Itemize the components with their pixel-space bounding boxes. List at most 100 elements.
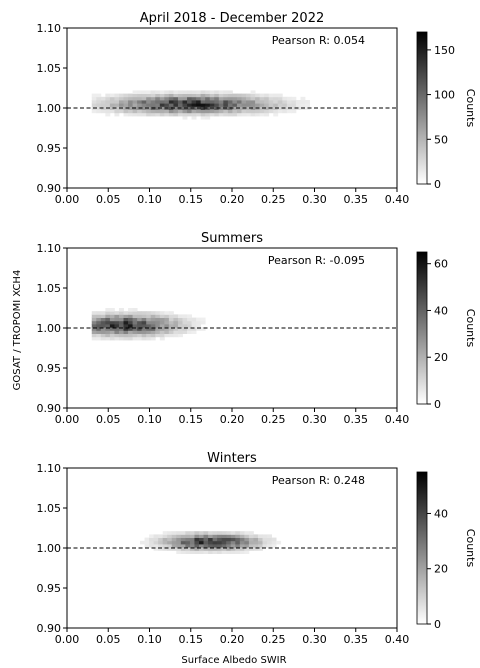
heatmap-cell bbox=[178, 321, 183, 325]
heatmap-cell bbox=[190, 544, 195, 548]
heatmap-cell bbox=[124, 97, 129, 101]
heatmap-cell bbox=[96, 324, 101, 328]
heatmap-cell bbox=[219, 97, 224, 101]
heatmap-cell bbox=[124, 113, 129, 117]
heatmap-cell bbox=[178, 110, 183, 114]
heatmap-cell bbox=[214, 113, 219, 117]
heatmap-cell bbox=[305, 100, 310, 104]
heatmap-cell bbox=[119, 94, 124, 98]
heatmap-cell bbox=[173, 113, 178, 117]
heatmap-cell bbox=[246, 103, 251, 107]
heatmap-cell bbox=[110, 324, 115, 328]
heatmap-cell bbox=[92, 324, 97, 328]
heatmap-cell bbox=[137, 110, 142, 114]
heatmap-cell bbox=[214, 94, 219, 98]
colorbar-tick-label: 0 bbox=[434, 398, 441, 411]
heatmap-cell bbox=[128, 311, 133, 315]
heatmap-cell bbox=[253, 541, 258, 545]
heatmap-cell bbox=[124, 318, 129, 322]
heatmap-cell bbox=[241, 97, 246, 101]
heatmap-cell bbox=[142, 110, 147, 114]
heatmap-cell bbox=[163, 534, 168, 538]
pearson-annotation: Pearson R: 0.054 bbox=[272, 34, 365, 47]
heatmap-cell bbox=[219, 100, 224, 104]
heatmap-cell bbox=[101, 311, 106, 315]
heatmap-cell bbox=[101, 97, 106, 101]
heatmap-cell bbox=[194, 538, 199, 542]
heatmap-cell bbox=[133, 314, 138, 318]
heatmap-cell bbox=[110, 94, 115, 98]
heatmap-cell bbox=[267, 544, 272, 548]
heatmap-cell bbox=[146, 100, 151, 104]
heatmap-cell bbox=[183, 97, 188, 101]
heatmap-cell bbox=[155, 324, 160, 328]
panel-1: 0.00 0.05 0.10 0.15 0.20 0.25 0.30 0.35 0.40 0.90… bbox=[37, 11, 478, 206]
heatmap-cell bbox=[140, 541, 145, 545]
heatmap-cell bbox=[219, 103, 224, 107]
heatmap-cell bbox=[190, 531, 195, 535]
heatmap-cell bbox=[169, 90, 174, 94]
heatmap-cell bbox=[114, 314, 119, 318]
heatmap-cells bbox=[92, 308, 206, 340]
colorbar-tick-label: 40 bbox=[434, 304, 448, 317]
heatmap-cell bbox=[228, 113, 233, 117]
heatmap-cell bbox=[164, 90, 169, 94]
heatmap-cell bbox=[133, 90, 138, 94]
heatmap-cell bbox=[110, 318, 115, 322]
heatmap-cell bbox=[169, 103, 174, 107]
heatmap-cell bbox=[235, 541, 240, 545]
heatmap-cell bbox=[246, 110, 251, 114]
heatmap-cell bbox=[196, 94, 201, 98]
y-tick-label: 0.90 bbox=[37, 622, 62, 635]
heatmap-cell bbox=[155, 318, 160, 322]
heatmap-cell bbox=[178, 318, 183, 322]
heatmap-cell bbox=[149, 541, 154, 545]
heatmap-cell bbox=[201, 116, 206, 120]
heatmap-cell bbox=[172, 531, 177, 535]
heatmap-cell bbox=[96, 110, 101, 114]
heatmap-cell bbox=[210, 90, 215, 94]
heatmap-cell bbox=[240, 541, 245, 545]
heatmap-cell bbox=[160, 113, 165, 117]
heatmap-cell bbox=[210, 97, 215, 101]
heatmap-cell bbox=[114, 100, 119, 104]
pearson-annotation: Pearson R: 0.248 bbox=[272, 474, 365, 487]
heatmap-cell bbox=[273, 113, 278, 117]
heatmap-cell bbox=[251, 103, 256, 107]
heatmap-cell bbox=[160, 324, 165, 328]
heatmap-cell bbox=[142, 311, 147, 315]
heatmap-cell bbox=[187, 321, 192, 325]
heatmap-cell bbox=[194, 531, 199, 535]
heatmap-cell bbox=[110, 321, 115, 325]
heatmap-cell bbox=[146, 334, 151, 338]
heatmap-cell bbox=[101, 324, 106, 328]
x-tick-label: 0.35 bbox=[344, 193, 369, 206]
heatmap-cell bbox=[110, 100, 115, 104]
heatmap-cell bbox=[278, 103, 283, 107]
heatmap-cell bbox=[142, 97, 147, 101]
heatmap-cell bbox=[105, 110, 110, 114]
heatmap-cell bbox=[219, 90, 224, 94]
heatmap-cell bbox=[199, 541, 204, 545]
heatmap-cell bbox=[119, 330, 124, 334]
heatmap-cell bbox=[92, 103, 97, 107]
heatmap-cell bbox=[187, 330, 192, 334]
heatmap-cell bbox=[164, 100, 169, 104]
heatmap-cell bbox=[92, 330, 97, 334]
heatmap-cell bbox=[96, 100, 101, 104]
heatmap-cell bbox=[110, 110, 115, 114]
heatmap-cell bbox=[213, 544, 218, 548]
heatmap-cell bbox=[149, 544, 154, 548]
colorbar-tick-label: 20 bbox=[434, 563, 448, 576]
heatmap-cell bbox=[253, 538, 258, 542]
heatmap-cell bbox=[183, 314, 188, 318]
x-tick-label: 0.40 bbox=[385, 193, 410, 206]
heatmap-cell bbox=[160, 334, 165, 338]
heatmap-cell bbox=[185, 534, 190, 538]
panel-2: 0.00 0.05 0.10 0.15 0.20 0.25 0.30 0.35 0.400.90… bbox=[37, 231, 478, 426]
heatmap-cell bbox=[208, 541, 213, 545]
heatmap-cell bbox=[185, 544, 190, 548]
heatmap-cell bbox=[187, 113, 192, 117]
heatmap-cell bbox=[231, 531, 236, 535]
heatmap-cell bbox=[160, 90, 165, 94]
